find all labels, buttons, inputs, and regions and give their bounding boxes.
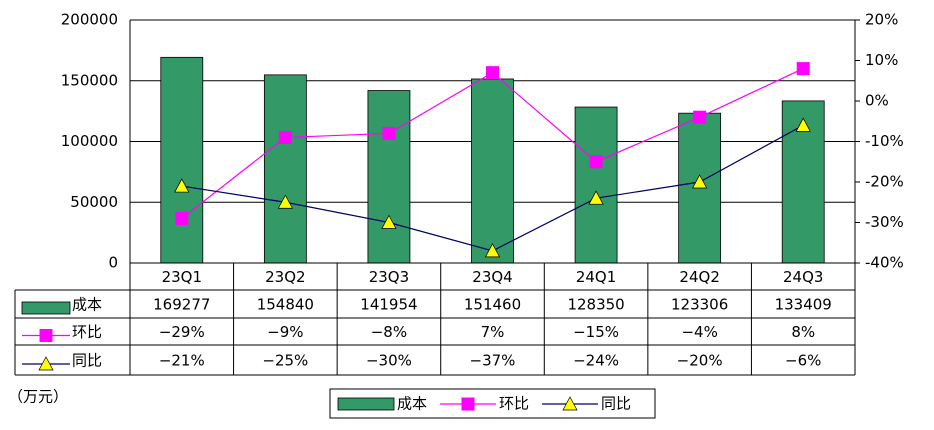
bar [263, 74, 307, 264]
point [277, 194, 293, 209]
y2-tick-label: -40% [865, 254, 904, 272]
point [278, 130, 292, 144]
table-legend-key [21, 301, 71, 315]
point [796, 62, 810, 76]
y-tick-label: 200000 [61, 11, 118, 29]
point [382, 126, 396, 140]
data-label: 128350 [567, 296, 624, 314]
point [692, 174, 708, 189]
y2-tick-label: 0% [865, 92, 889, 110]
legend-key [337, 397, 395, 411]
bar [471, 78, 514, 264]
point [795, 117, 811, 132]
data-label: −6% [785, 352, 821, 370]
x-tick-label: 24Q3 [783, 268, 823, 286]
point [589, 155, 603, 169]
data-label: −37% [470, 352, 516, 370]
table-legend-label: 成本 [72, 296, 102, 314]
data-label: −29% [159, 323, 205, 341]
point [486, 66, 499, 80]
bar [574, 106, 618, 264]
data-label: −8% [371, 323, 407, 341]
data-label: 154840 [257, 296, 314, 314]
data-label: −4% [681, 323, 717, 341]
y2-tick-label: 10% [865, 51, 898, 69]
point [588, 190, 604, 205]
data-label: −15% [573, 323, 619, 341]
point [484, 243, 501, 258]
point [175, 211, 189, 225]
table-legend-label: 环比 [72, 323, 102, 341]
point [693, 110, 707, 124]
legend-label: 同比 [601, 395, 631, 413]
legend-key-marker [562, 396, 578, 411]
point [381, 214, 397, 229]
data-label: 151460 [464, 296, 521, 314]
y-tick-label: 100000 [61, 132, 118, 150]
data-label: −24% [573, 352, 619, 370]
data-label: −25% [262, 352, 308, 370]
data-label: −9% [267, 323, 303, 341]
data-label: 123306 [671, 296, 728, 314]
table-legend-label: 同比 [72, 352, 102, 370]
data-label: −30% [366, 352, 412, 370]
x-tick-label: 23Q4 [472, 268, 512, 286]
x-tick-label: 23Q2 [265, 268, 305, 286]
legend-label: 环比 [499, 395, 529, 413]
legend-key-marker [461, 397, 475, 411]
unit-label: （万元） [8, 388, 68, 406]
bar [160, 56, 204, 264]
data-label: 133409 [775, 296, 832, 314]
y2-tick-label: -20% [865, 173, 904, 191]
y-tick-label: 150000 [61, 71, 118, 89]
table-legend-key-marker [38, 356, 54, 371]
data-label: 8% [791, 323, 815, 341]
data-label: 169277 [153, 296, 210, 314]
y-tick-label: 50000 [70, 193, 118, 211]
x-tick-label: 23Q1 [162, 268, 202, 286]
y2-tick-label: 20% [865, 11, 898, 29]
table-legend-key-marker [39, 329, 53, 342]
data-label: −20% [677, 352, 723, 370]
point [174, 178, 190, 193]
y-tick-label: 0 [108, 254, 118, 272]
y2-tick-label: -10% [865, 132, 904, 150]
bar [367, 90, 411, 264]
data-label: 7% [481, 323, 505, 341]
x-tick-label: 24Q2 [679, 268, 719, 286]
data-label: 141954 [360, 296, 417, 314]
x-tick-label: 24Q1 [576, 268, 616, 286]
y2-tick-label: -30% [865, 213, 904, 231]
legend-label: 成本 [397, 395, 427, 413]
data-label: −21% [159, 352, 205, 370]
x-tick-label: 23Q3 [369, 268, 409, 286]
